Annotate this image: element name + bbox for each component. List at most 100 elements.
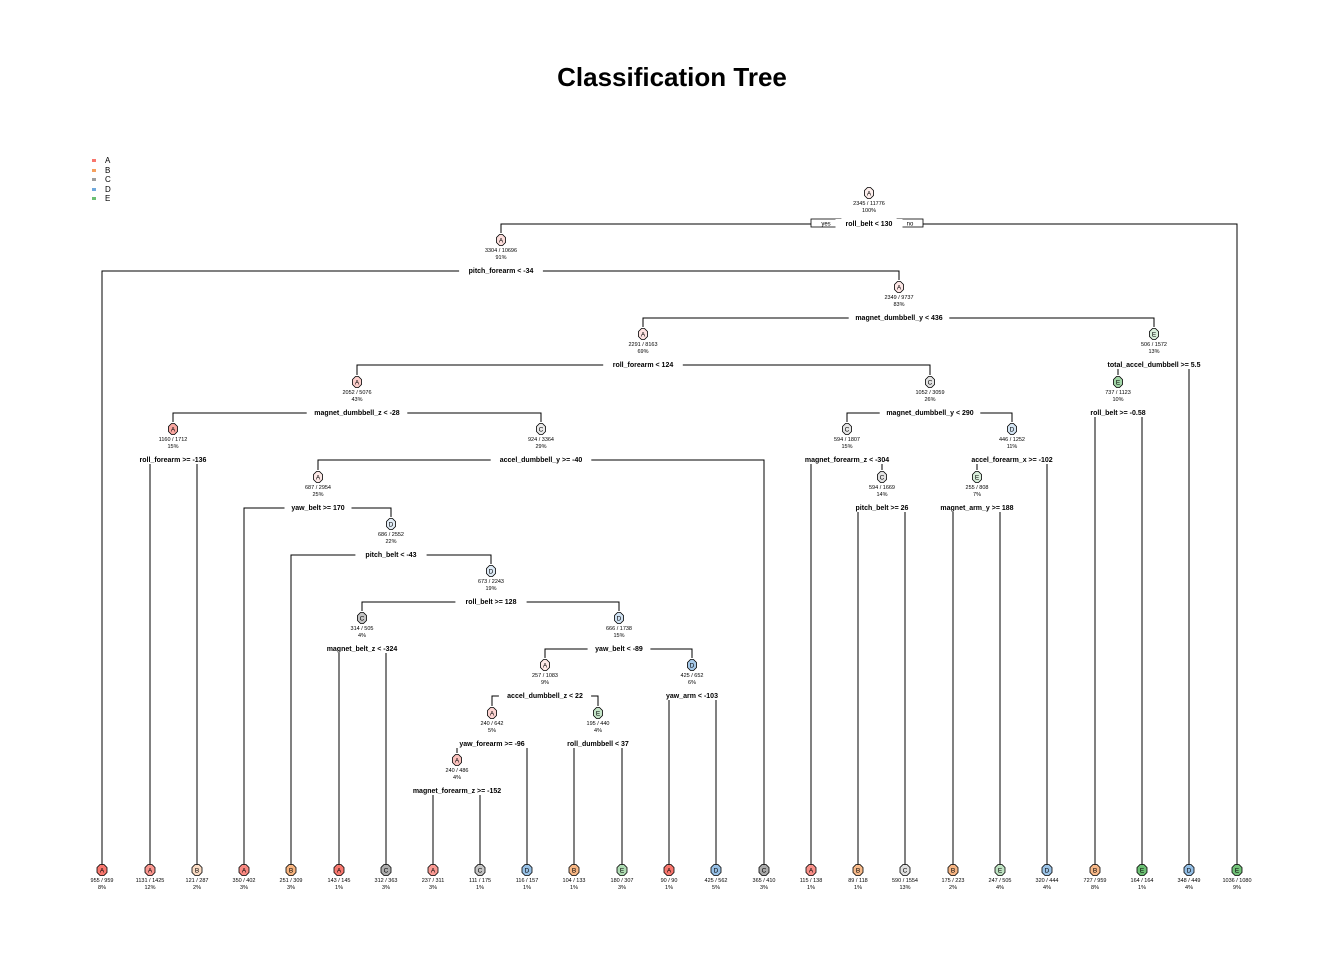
split-label-bg: [796, 455, 898, 464]
node-percent: 69%: [637, 349, 648, 355]
split-label: magnet_dumbbell_z < -28: [314, 410, 399, 417]
node-box: [1007, 423, 1017, 435]
node-counts: 727 / 959: [1084, 878, 1107, 884]
legend-swatch: [92, 168, 96, 172]
node-class: C: [360, 616, 365, 623]
node-percent: 13%: [899, 885, 910, 891]
node-class: C: [384, 868, 389, 875]
split-label-bg: [835, 219, 903, 228]
node-counts: 257 / 1083: [532, 673, 558, 679]
tree-edge: [857, 507, 906, 865]
node-class: A: [867, 191, 872, 198]
node-class: D: [1187, 868, 1192, 875]
split-label-bg: [284, 503, 352, 512]
node-counts: 111 / 175: [469, 878, 491, 884]
node-class: E: [1140, 868, 1145, 875]
node-box: [1149, 328, 1159, 340]
node-percent: 100%: [862, 208, 876, 214]
node-class: E: [1116, 380, 1121, 387]
node-class: E: [1235, 868, 1240, 875]
node-box: [386, 518, 396, 530]
node-counts: 320 / 444: [1036, 878, 1059, 884]
split-label: roll_forearm >= -136: [140, 457, 207, 464]
node-counts: 104 / 133: [563, 878, 586, 884]
node-percent: 1%: [523, 885, 531, 891]
node-counts: 240 / 642: [481, 721, 504, 727]
node-class: A: [641, 332, 646, 339]
node-counts: 2349 / 9737: [884, 295, 913, 301]
node-box: [536, 423, 546, 435]
tree-edge: [243, 507, 392, 865]
split-label: magnet_arm_y >= 188: [940, 505, 1013, 512]
node-counts: 666 / 1738: [606, 626, 632, 632]
node-percent: 4%: [358, 633, 366, 639]
split-label: magnet_forearm_z < -304: [805, 457, 889, 464]
node-class: C: [539, 427, 544, 434]
node-box: [352, 376, 362, 388]
node-percent: 9%: [541, 680, 549, 686]
tree-edge: [338, 648, 387, 865]
node-percent: 15%: [167, 444, 178, 450]
legend-label: D: [105, 184, 111, 194]
split-label-bg: [846, 503, 918, 512]
split-label: magnet_belt_z < -324: [327, 646, 398, 653]
node-counts: 164 / 164: [1131, 878, 1154, 884]
node-class: D: [1045, 868, 1050, 875]
node-box: [540, 659, 550, 671]
node-counts: 590 / 1554: [892, 878, 918, 884]
node-counts: 247 / 505: [989, 878, 1012, 884]
node-counts: 686 / 2552: [378, 532, 404, 538]
node-percent: 8%: [98, 885, 106, 891]
node-percent: 1%: [476, 885, 484, 891]
node-percent: 7%: [973, 492, 981, 498]
node-box: [852, 864, 864, 876]
node-class: B: [856, 868, 860, 875]
node-box: [1089, 864, 1101, 876]
node-counts: 116 / 157: [516, 878, 539, 884]
node-box: [1231, 864, 1243, 876]
node-counts: 446 / 1252: [999, 437, 1025, 443]
node-box: [1183, 864, 1195, 876]
node-counts: 687 / 2954: [305, 485, 331, 491]
node-percent: 1%: [854, 885, 862, 891]
node-box: [486, 565, 496, 577]
node-box: [96, 864, 108, 876]
legend-swatch: [92, 197, 96, 201]
legend-swatch: [92, 159, 96, 163]
node-counts: 1052 / 3059: [915, 390, 944, 396]
node-counts: 425 / 562: [705, 878, 728, 884]
node-box: [168, 423, 178, 435]
tree-edge: [1117, 364, 1190, 865]
node-box: [452, 754, 462, 766]
node-box: [427, 864, 439, 876]
node-counts: 2052 / 5076: [342, 390, 371, 396]
node-class: B: [951, 868, 955, 875]
node-class: B: [572, 868, 576, 875]
node-counts: 240 / 486: [446, 768, 469, 774]
split-label: accel_dumbbell_z < 22: [507, 693, 583, 700]
node-counts: 312 / 363: [375, 878, 398, 884]
split-label: roll_belt >= -0.58: [1090, 410, 1145, 417]
node-box: [899, 864, 911, 876]
node-percent: 2%: [949, 885, 957, 891]
split-label: yaw_belt < -89: [595, 646, 643, 653]
node-counts: 348 / 449: [1178, 878, 1201, 884]
split-label: roll_forearm < 124: [613, 362, 674, 369]
split-label-bg: [848, 313, 950, 322]
node-counts: 195 / 440: [587, 721, 610, 727]
node-counts: 737 / 1123: [1105, 390, 1131, 396]
node-counts: 255 / 808: [966, 485, 989, 491]
node-percent: 43%: [351, 397, 362, 403]
node-class: C: [928, 380, 933, 387]
legend-label: A: [105, 156, 111, 165]
node-box: [638, 328, 648, 340]
node-counts: 115 / 138: [800, 878, 823, 884]
node-class: A: [897, 285, 902, 292]
split-label-bg: [558, 739, 638, 748]
node-box: [972, 471, 982, 483]
node-percent: 26%: [924, 397, 935, 403]
node-box: [1041, 864, 1053, 876]
node-counts: 2291 / 8163: [628, 342, 657, 348]
node-class: D: [525, 868, 530, 875]
node-class: C: [880, 475, 885, 482]
